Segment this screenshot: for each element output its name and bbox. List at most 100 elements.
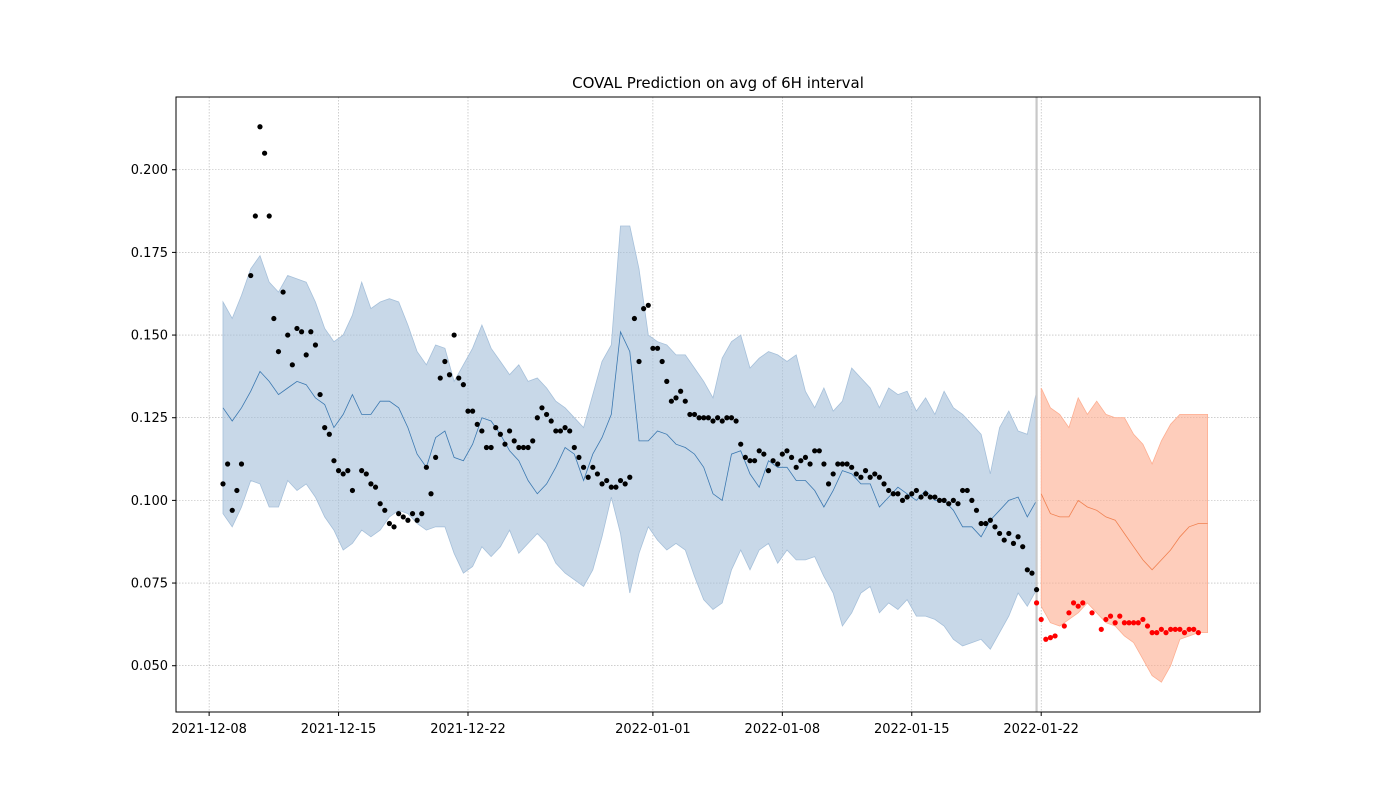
actual-train-point — [543, 411, 550, 418]
actual-train-point — [996, 530, 1003, 537]
actual-train-point — [969, 497, 975, 503]
actual-train-point — [784, 448, 790, 454]
actual-train-point — [608, 484, 614, 490]
actual-train-point — [525, 444, 531, 451]
actual-train-point — [862, 468, 869, 474]
actual-test-point — [1158, 626, 1164, 632]
actual-train-point — [414, 517, 420, 523]
actual-train-point — [266, 213, 272, 219]
actual-train-point — [918, 494, 924, 500]
actual-train-point — [534, 415, 540, 421]
actual-train-point — [539, 405, 545, 411]
actual-train-point — [946, 501, 952, 507]
actual-train-point — [405, 517, 411, 523]
actual-train-point — [788, 454, 795, 461]
actual-test-point — [1038, 616, 1044, 623]
actual-train-point — [506, 428, 513, 434]
actual-test-point — [1033, 600, 1040, 606]
actual-train-point — [839, 461, 846, 467]
actual-train-point — [645, 302, 651, 308]
actual-train-point — [687, 411, 693, 418]
y-tick-label: 0.125 — [131, 411, 168, 426]
actual-train-point — [825, 481, 832, 487]
actual-train-point — [225, 461, 231, 467]
actual-train-point — [983, 520, 989, 527]
actual-train-point — [678, 388, 684, 394]
actual-train-point — [335, 468, 342, 474]
actual-train-point — [960, 487, 966, 494]
actual-train-point — [465, 408, 471, 414]
actual-train-point — [728, 415, 735, 421]
actual-test-point — [1154, 630, 1160, 636]
actual-train-point — [331, 458, 337, 464]
actual-test-point — [1172, 626, 1178, 632]
actual-train-point — [391, 524, 397, 530]
actual-test-point — [1126, 620, 1132, 626]
actual-train-point — [849, 464, 855, 470]
actual-train-point — [830, 471, 836, 477]
actual-train-point — [345, 468, 351, 474]
actual-train-point — [853, 471, 859, 477]
chart-title: COVAL Prediction on avg of 6H interval — [572, 74, 864, 92]
actual-train-point — [488, 444, 494, 451]
actual-train-point — [867, 474, 873, 480]
actual-test-point — [1103, 616, 1109, 623]
actual-test-point — [1191, 626, 1197, 632]
actual-train-point — [973, 507, 980, 513]
actual-train-point — [289, 362, 295, 368]
actual-train-point — [530, 438, 536, 444]
actual-train-point — [636, 358, 642, 365]
actual-train-point — [641, 306, 647, 312]
actual-train-point — [987, 517, 993, 523]
actual-train-point — [659, 358, 665, 365]
actual-train-point — [899, 497, 906, 503]
actual-train-point — [886, 487, 892, 494]
actual-train-point — [923, 491, 929, 497]
actual-train-point — [576, 454, 582, 461]
actual-test-point — [1140, 616, 1146, 623]
actual-train-point — [229, 507, 235, 513]
actual-test-point — [1070, 600, 1077, 606]
x-tick-label: 2022-01-01 — [615, 722, 691, 737]
actual-train-point — [377, 501, 383, 507]
actual-train-point — [516, 444, 522, 451]
actual-train-point — [955, 501, 961, 507]
forecast-trend-line — [1040, 493, 1208, 571]
actual-train-point — [257, 124, 263, 130]
actual-train-point — [992, 524, 998, 530]
actual-train-point — [664, 378, 670, 384]
actual-train-point — [460, 382, 466, 388]
actual-train-point — [326, 431, 332, 437]
x-tick-label: 2022-01-22 — [1003, 722, 1079, 737]
actual-test-point — [1149, 630, 1155, 636]
actual-train-point — [220, 481, 226, 487]
actual-train-point — [835, 461, 841, 467]
plot-frame — [175, 96, 1261, 713]
actual-train-point — [580, 464, 587, 470]
actual-train-point — [890, 491, 896, 497]
actual-train-point — [451, 332, 457, 338]
actual-train-point — [807, 461, 813, 467]
actual-test-point — [1066, 610, 1072, 616]
actual-train-point — [312, 342, 319, 348]
x-tick-label: 2022-01-08 — [745, 722, 821, 737]
actual-train-point — [724, 415, 730, 421]
actual-test-point — [1080, 600, 1086, 606]
actual-train-point — [872, 471, 878, 477]
actual-train-point — [1029, 570, 1035, 576]
y-tick-label: 0.050 — [131, 659, 168, 674]
actual-train-point — [428, 491, 434, 497]
actual-train-point — [322, 425, 328, 431]
actual-train-point — [895, 491, 901, 497]
actual-train-point — [483, 444, 490, 451]
actual-train-point — [932, 494, 938, 500]
actual-test-point — [1163, 630, 1169, 636]
actual-train-point — [631, 315, 638, 322]
actual-train-point — [936, 497, 943, 503]
actual-train-point — [359, 468, 365, 474]
actual-train-point — [881, 481, 887, 487]
actual-train-point — [599, 481, 605, 487]
actual-train-point — [493, 425, 499, 431]
actual-train-point — [446, 372, 453, 378]
actual-train-point — [400, 514, 406, 520]
